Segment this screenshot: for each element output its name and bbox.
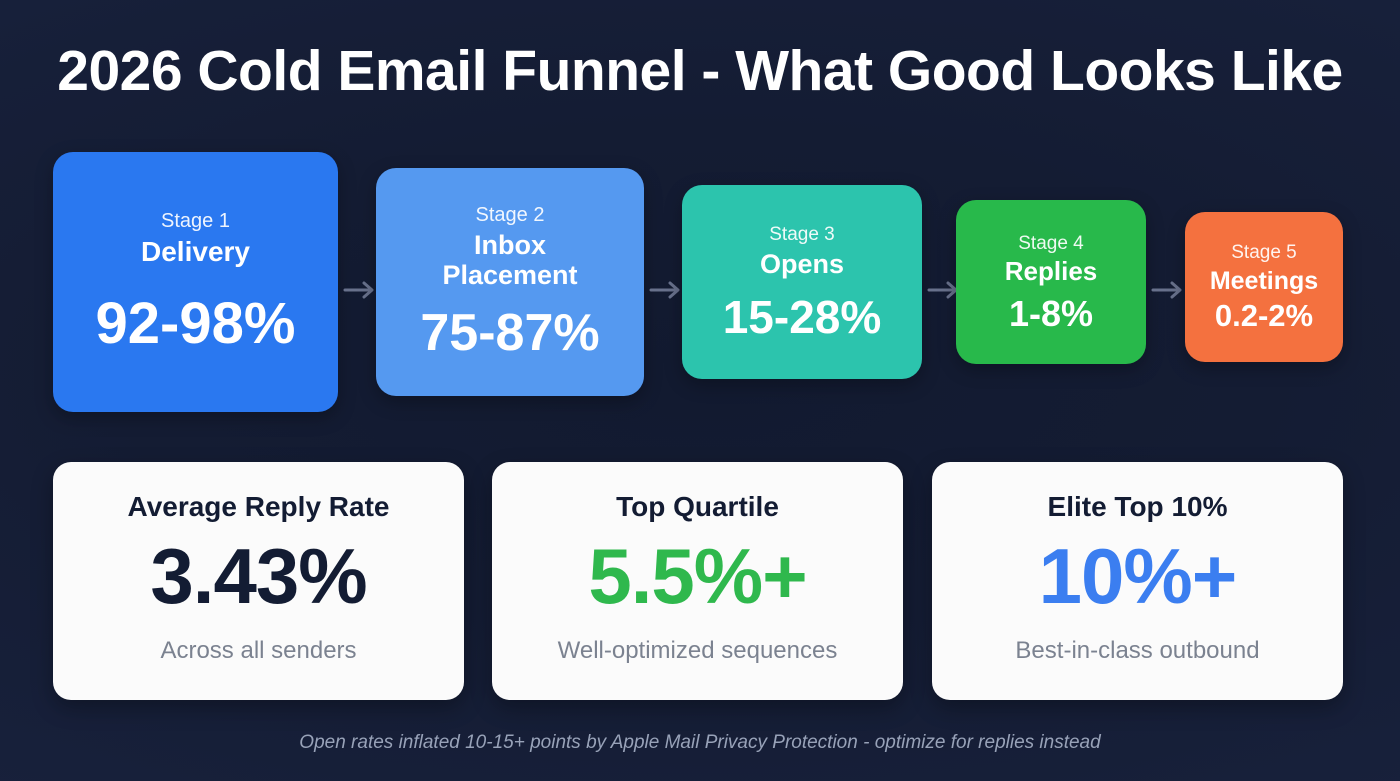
card-subtitle: Best-in-class outbound [1015, 636, 1260, 664]
stage-label: Stage 1 [161, 210, 230, 233]
card-value: 5.5%+ [588, 531, 807, 620]
stage-value: 75-87% [420, 304, 600, 363]
stage-name-line-1: Inbox [473, 229, 546, 260]
metric-card-elite-top-10[interactable]: Elite Top 10% 10%+ Best-in-class outboun… [932, 462, 1343, 700]
arrow-right-icon [1149, 277, 1187, 303]
stage-name-line-2: Placement [442, 260, 578, 291]
stage-label: Stage 5 [1231, 242, 1297, 264]
stage-name: Inbox Placement [434, 230, 585, 290]
stage-value: 92-98% [95, 290, 296, 356]
funnel-stage-opens[interactable]: Stage 3 Opens 15-28% [682, 185, 922, 379]
stage-label: Stage 2 [475, 203, 545, 226]
funnel-stage-replies[interactable]: Stage 4 Replies 1-8% [956, 200, 1146, 364]
stage-value: 15-28% [722, 290, 882, 343]
stage-value: 1-8% [1008, 292, 1094, 334]
card-title: Top Quartile [616, 490, 779, 522]
stage-name: Meetings [1209, 267, 1319, 296]
arrow-right-icon [341, 277, 379, 303]
stage-label: Stage 3 [769, 223, 835, 245]
metric-card-top-quartile[interactable]: Top Quartile 5.5%+ Well-optimized sequen… [492, 462, 903, 700]
card-subtitle: Well-optimized sequences [557, 636, 838, 664]
stage-value: 0.2-2% [1214, 298, 1314, 334]
card-title: Elite Top 10% [1047, 490, 1228, 522]
stage-label: Stage 4 [1018, 232, 1084, 254]
funnel-stage-delivery[interactable]: Stage 1 Delivery 92-98% [53, 152, 338, 412]
funnel-stage-inbox-placement[interactable]: Stage 2 Inbox Placement 75-87% [376, 168, 644, 396]
arrow-right-icon [647, 277, 685, 303]
stage-name: Delivery [141, 236, 250, 268]
card-value: 3.43% [150, 531, 367, 620]
metric-card-average-reply-rate[interactable]: Average Reply Rate 3.43% Across all send… [53, 462, 464, 700]
stage-name: Replies [1004, 256, 1098, 287]
card-title: Average Reply Rate [127, 490, 390, 522]
page-title: 2026 Cold Email Funnel - What Good Looks… [57, 39, 1343, 103]
card-value: 10%+ [1038, 531, 1238, 620]
stage-name: Opens [759, 248, 845, 279]
card-subtitle: Across all senders [160, 636, 357, 664]
funnel-stages-row: Stage 1 Delivery 92-98% Stage 2 Inbox Pl… [53, 152, 1343, 412]
footnote: Open rates inflated 10-15+ points by App… [299, 732, 1101, 753]
funnel-stage-meetings[interactable]: Stage 5 Meetings 0.2-2% [1185, 212, 1343, 362]
benchmark-cards-row: Average Reply Rate 3.43% Across all send… [53, 462, 1343, 700]
